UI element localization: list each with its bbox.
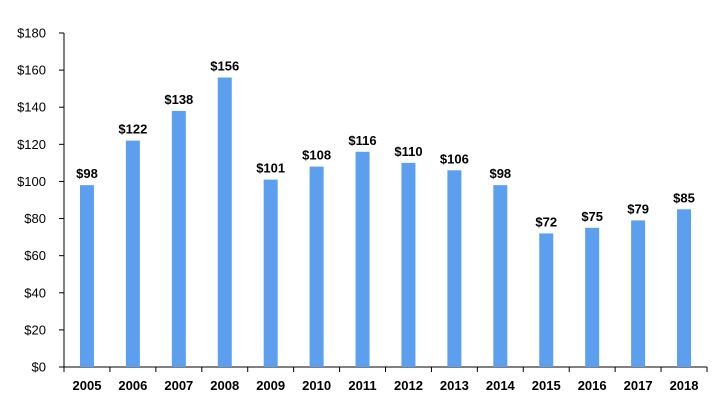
x-tick-label: 2011: [348, 378, 376, 393]
data-label-2018: $85: [673, 190, 695, 205]
x-tick-label: 2005: [73, 378, 102, 393]
x-tick-label: 2006: [118, 378, 147, 393]
bar-2008: [217, 77, 232, 368]
x-tick-label: 2009: [256, 378, 285, 393]
y-tick-label: $160: [17, 63, 46, 78]
x-tick-label: 2010: [302, 378, 331, 393]
bar-2018: [677, 209, 692, 367]
bar-2016: [585, 227, 600, 367]
x-tick-label: 2015: [532, 378, 561, 393]
y-tick-label: $0: [32, 360, 46, 375]
bar-2010: [309, 166, 324, 367]
x-tick-label: 2007: [164, 378, 193, 393]
bar-2015: [539, 233, 554, 367]
bar-2012: [401, 162, 416, 367]
data-label-2005: $98: [76, 166, 98, 181]
data-label-2006: $122: [118, 122, 147, 137]
y-tick-label: $180: [17, 26, 46, 41]
data-label-2008: $156: [210, 59, 239, 74]
y-tick-label: $140: [17, 100, 46, 115]
bar-2011: [355, 151, 370, 367]
data-label-2009: $101: [256, 161, 285, 176]
x-axis: 2005 2006 2007 2008 2009 2010 2011 2012 2013 2014…: [63, 366, 708, 393]
data-label-2015: $72: [535, 214, 557, 229]
bar-2013: [447, 170, 462, 367]
y-axis: $0 $20 $40 $60 $80 $100 $120 $140 $160 $180: [17, 26, 65, 375]
data-label-2013: $106: [440, 151, 469, 166]
x-tick-label: 2017: [624, 378, 653, 393]
data-label-2017: $79: [627, 201, 649, 216]
data-label-2011: $116: [348, 133, 376, 148]
x-tick-label: 2016: [578, 378, 607, 393]
bar-2017: [631, 220, 646, 367]
y-tick-label: $40: [24, 285, 46, 300]
bar-2014: [493, 185, 508, 367]
data-label-2012: $110: [394, 144, 422, 159]
bar-2007: [171, 110, 186, 367]
bars: [79, 77, 692, 368]
bar-2005: [79, 185, 94, 367]
data-labels: $98 $122 $138 $156 $101 $108 $116 $110 $106 $98 $7…: [76, 59, 695, 230]
x-tick-label: 2012: [394, 378, 423, 393]
y-tick-label: $20: [24, 322, 46, 337]
x-tick-label: 2018: [670, 378, 699, 393]
data-label-2014: $98: [489, 166, 511, 181]
bar-2009: [263, 179, 278, 367]
data-label-2007: $138: [164, 92, 193, 107]
y-tick-label: $60: [24, 248, 46, 263]
data-label-2016: $75: [581, 209, 603, 224]
y-tick-label: $120: [17, 137, 46, 152]
bar-2006: [125, 140, 140, 367]
data-label-2010: $108: [302, 148, 331, 163]
x-tick-label: 2014: [486, 378, 516, 393]
y-tick-label: $80: [24, 211, 46, 226]
y-tick-label: $100: [17, 174, 46, 189]
x-tick-label: 2013: [440, 378, 469, 393]
x-tick-label: 2008: [210, 378, 239, 393]
